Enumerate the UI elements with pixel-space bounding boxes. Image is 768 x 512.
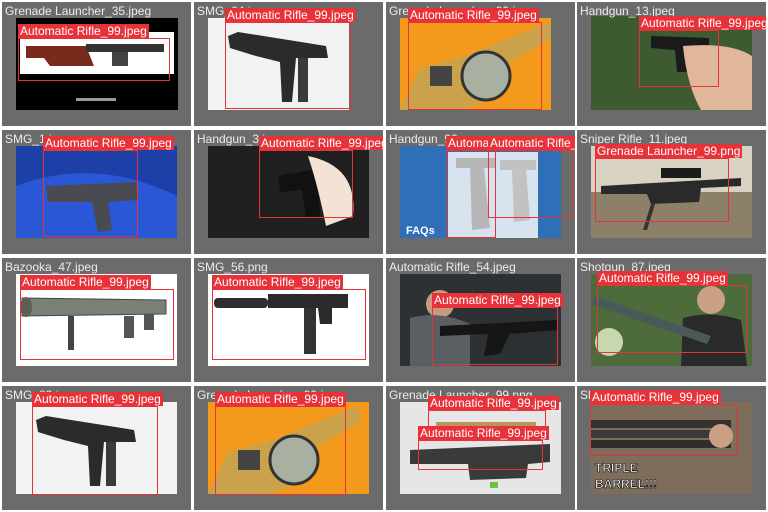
- grid-tile[interactable]: Handgun_3.jpeg Automatic Rifle_99.jpeg: [194, 130, 383, 254]
- grenade-launcher-icon: [400, 402, 561, 494]
- detection-box: Automatic Rifle_99.jpeg: [590, 390, 737, 456]
- detection-label: Automatic Rifle_99.jpeg: [32, 392, 163, 406]
- detection-box: Grenade Launcher_99.png: [595, 144, 743, 222]
- grid-tile[interactable]: Sniper Rifle_11.jpeg Grenade Launcher_99.…: [577, 130, 766, 254]
- detection-label: Automatic Rifle_99.jpeg: [215, 392, 346, 406]
- drum-launcher-icon: [208, 402, 369, 494]
- detection-label: Automatic Rifle_99.jpeg: [20, 275, 151, 289]
- detection-box: Automatic Rifle_99.jpeg: [597, 271, 747, 353]
- detection-label: Automatic Rifle_99.jpeg: [212, 275, 343, 289]
- detection-box: Automatic Rifle_99.jpeg: [212, 275, 366, 360]
- grid-tile[interactable]: Handgun_13.jpeg Automatic Rifle_99.jpeg: [577, 2, 766, 126]
- detection-box: Automatic Rifle_99.jpeg: [43, 136, 174, 237]
- grid-tile[interactable]: Grenade Launcher_99.png Automatic Rifle_9…: [386, 386, 575, 510]
- grid-tile[interactable]: Automatic Rifle_54.jpeg Automatic Rifle_9…: [386, 258, 575, 382]
- detection-box: Automatic Rifle_99.jpeg: [418, 426, 549, 470]
- grid-tile[interactable]: Bazooka_47.jpeg Automatic Rifle_99.jpeg: [2, 258, 191, 382]
- detection-label: Automatic Rifle_99.jpeg: [432, 293, 563, 307]
- detection-box: Automatic Rifle_99.jpeg: [215, 392, 346, 495]
- sniper-icon: [591, 146, 752, 238]
- triple-barrel-icon: TRIPLE BARREL!!!: [591, 402, 752, 494]
- hand-pistol-icon: [591, 16, 752, 110]
- detection-label: Automatic Rifle_99.jpeg: [590, 390, 721, 404]
- grid-tile[interactable]: TRIPLE BARREL!!!Shotgun_62.jpegAutomatic…: [577, 386, 766, 510]
- smg-blue-icon: [16, 146, 177, 238]
- detection-box: Automatic Rifle_99.jpeg: [18, 24, 170, 81]
- tile-filename: Sniper Rifle_11.jpeg: [580, 132, 688, 146]
- tile-filename: Automatic Rifle_54.jpeg: [389, 260, 516, 274]
- detection-label: Grenade Launcher_99.png: [595, 144, 743, 158]
- detection-box: Automatic Rifle_99.jpeg: [432, 293, 563, 365]
- uzi-icon: [208, 18, 349, 110]
- detection-box: Automatic Rifle_99.jpeg: [408, 8, 542, 110]
- grid-tile[interactable]: Shotgun_87.jpeg Automatic Rifle_99.jpeg: [577, 258, 766, 382]
- grid-tile[interactable]: SMG_1.jpeg Automatic Rifle_99.jpeg: [2, 130, 191, 254]
- detection-box: Automatic Rifle_99.jpeg: [639, 16, 766, 87]
- svg-text:BARREL!!!: BARREL!!!: [595, 477, 657, 491]
- detection-label: Automatic Rifle_99.jpeg: [597, 271, 728, 285]
- tile-filename: Bazooka_47.jpeg: [5, 260, 98, 274]
- detection-box: Automatic Rifle_99.jpeg: [488, 136, 575, 218]
- svg-text:TRIPLE: TRIPLE: [595, 461, 638, 475]
- grid-tile[interactable]: Grenade Launcher_35.jpeg Automatic Rifle_…: [2, 2, 191, 126]
- detection-label: Automatic Rifle_99.jpeg: [43, 136, 174, 150]
- man-shotgun-icon: [591, 274, 752, 366]
- tile-filename: Grenade Launcher_35.jpeg: [5, 4, 152, 18]
- detection-label: Automatic Rifle_99.jpeg: [428, 396, 559, 410]
- detection-label: Automatic Rifle_99.jpeg: [225, 8, 356, 22]
- pistol-grip-icon: [208, 146, 369, 238]
- detection-box: Automatic Rifle_99.jpeg: [225, 8, 356, 109]
- drum-launcher-icon: [400, 18, 551, 110]
- detection-label: Automatic Rifle_99.jpeg: [18, 24, 149, 38]
- detection-box: Automatic Rifle_99.jpeg: [259, 136, 383, 218]
- pistols-faq-icon: FAQs: [400, 146, 561, 238]
- detection-label: Automatic Rifle_99.jpeg: [418, 426, 549, 440]
- detection-label: Automatic Rifle_99.jpeg: [488, 136, 575, 150]
- tile-filename: Shotgun_87.jpeg: [580, 260, 671, 274]
- detection-box: Automatic Rifle_99.jpeg: [20, 275, 174, 360]
- tile-filename: SMG_56.png: [197, 260, 268, 274]
- svg-text:FAQs: FAQs: [406, 225, 435, 237]
- detection-label: Automatic Rifle_99.jpeg: [408, 8, 539, 22]
- tile-filename: Handgun_13.jpeg: [580, 4, 675, 18]
- grid-tile[interactable]: SMG_56.png Automatic Rifle_99.jpeg: [194, 258, 383, 382]
- detection-box: Automatic Rifle_99.jpeg: [32, 392, 163, 495]
- detection-label: Automatic Rifle_99.jpeg: [259, 136, 383, 150]
- uzi-icon: [16, 402, 177, 494]
- detection-label: Automatic Rifle_99.jpeg: [639, 16, 766, 30]
- detection-box: Automatic Rifle_99.jpeg: [428, 396, 559, 440]
